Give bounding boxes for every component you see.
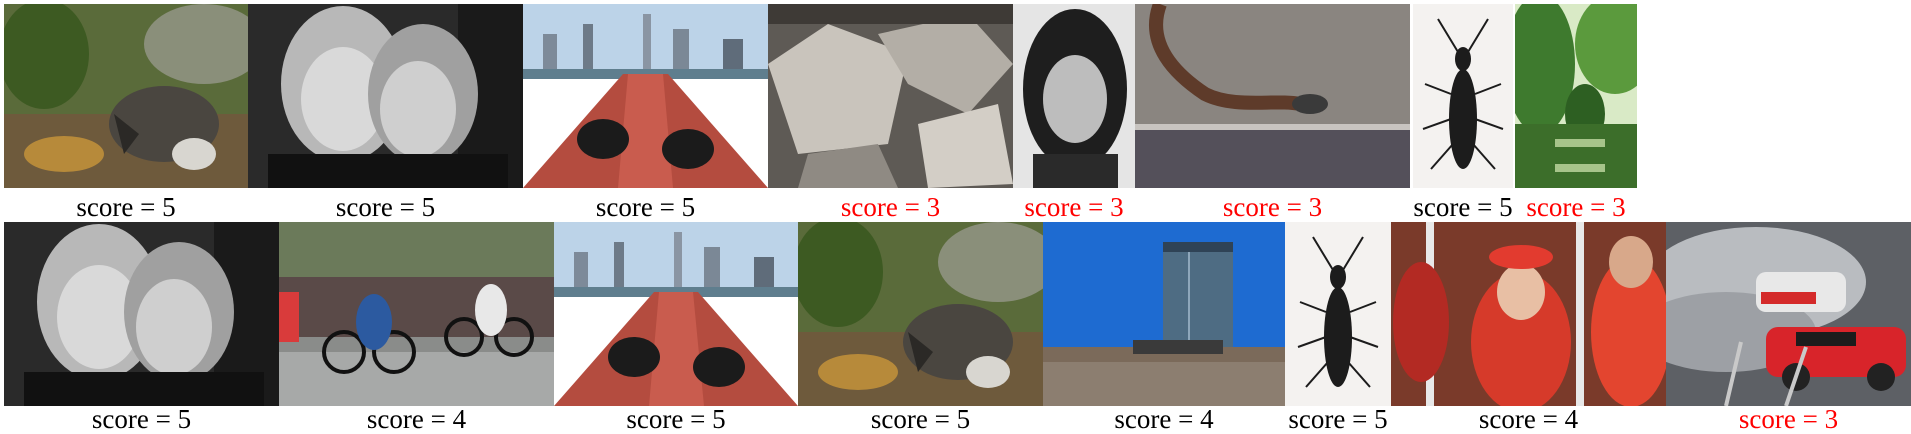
score-caption: score = 3 [1738,404,1839,434]
score-caption: score = 5 [91,404,192,434]
score-caption: score = 3 [840,192,941,222]
beetle-photo [1413,4,1513,188]
score-caption: score = 5 [1413,192,1513,222]
score-caption: score = 4 [1114,404,1214,434]
raccoon-photo [4,4,248,188]
city-deck-photo [523,4,768,188]
drift-car-photo [1666,222,1911,406]
city-deck-photo [554,222,798,406]
two-women-photo [4,222,279,406]
rocks-photo [768,4,1013,188]
garden-photo [1515,4,1637,188]
score-caption: score = 5 [335,192,436,222]
score-caption: score = 3 [1526,192,1626,222]
spectators-photo [1391,222,1666,406]
woman-portrait-photo [1013,4,1135,188]
score-caption: score = 4 [366,404,467,434]
score-caption: score = 5 [76,192,176,222]
skyscraper-photo [1043,222,1285,406]
snake-photo [1135,4,1410,188]
beetle-photo [1285,222,1391,406]
score-caption: score = 5 [626,404,726,434]
score-caption: score = 5 [595,192,696,222]
cyclists-photo [279,222,554,406]
score-caption: score = 5 [1288,404,1388,434]
score-caption: score = 5 [870,404,971,434]
score-caption: score = 4 [1478,404,1579,434]
raccoon-photo [798,222,1043,406]
two-women-photo [248,4,523,188]
score-caption: score = 3 [1024,192,1124,222]
score-caption: score = 3 [1222,192,1323,222]
